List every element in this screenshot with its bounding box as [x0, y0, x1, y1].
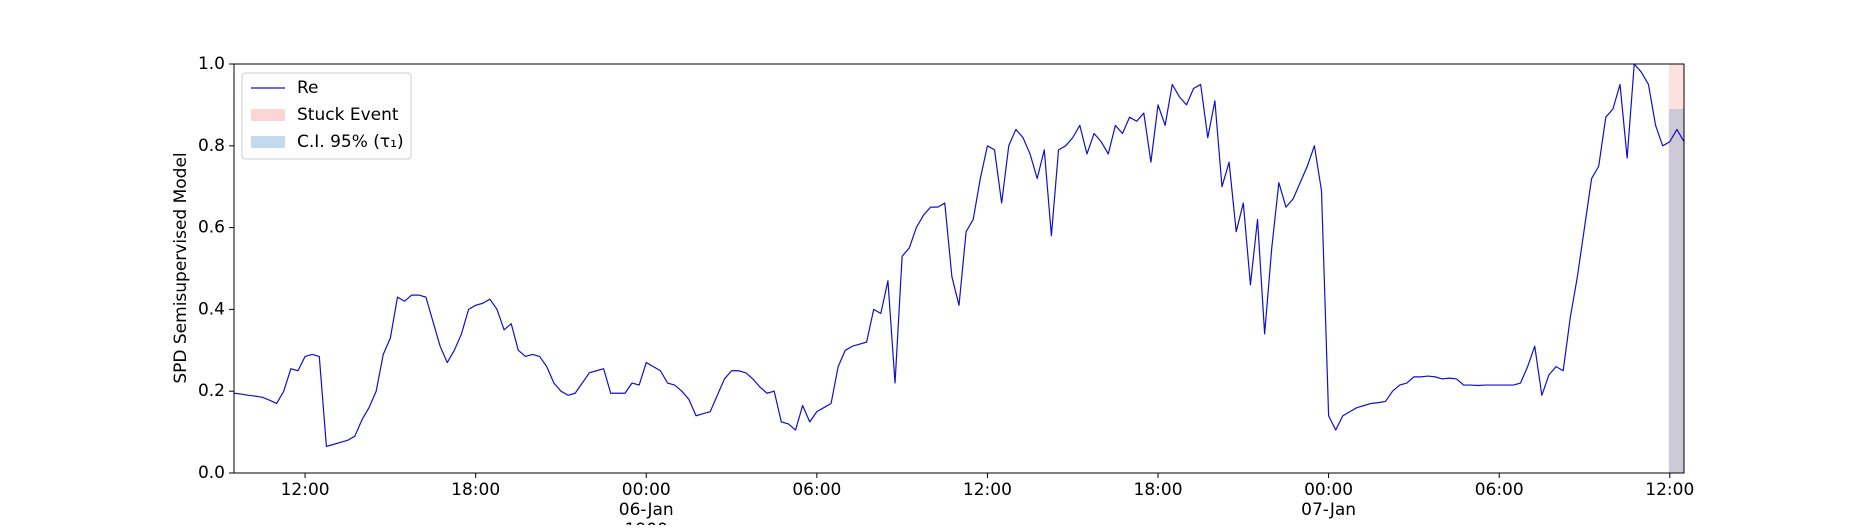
legend-swatch [251, 109, 285, 121]
x-tick-label: 18:00 [1134, 480, 1183, 500]
legend-label: C.I. 95% (τ₁) [297, 132, 404, 152]
legend-swatch [251, 136, 285, 148]
x-tick-label: 12:00 [963, 480, 1012, 500]
legend: Re Stuck Event C.I. 95% (τ₁) [241, 72, 412, 160]
span [1668, 64, 1684, 473]
x-tick-label: 12:00 [281, 480, 330, 500]
legend-label: Re [297, 78, 319, 98]
x-tick-label: 06:00 [792, 480, 841, 500]
x-tick-label: 12:00 [1645, 480, 1694, 500]
legend-label: Stuck Event [297, 105, 399, 125]
y-tick-label: 0.4 [198, 299, 225, 319]
y-tick-label: 0.8 [198, 136, 225, 156]
y-tick-label: 1.0 [198, 54, 225, 74]
legend-frame [241, 72, 412, 160]
y-tick-label: 0.6 [198, 218, 225, 238]
y-axis-label: SPD Semisupervised Model [171, 152, 191, 383]
axes-frame [233, 63, 1685, 474]
y-tick-label: 0.2 [198, 381, 225, 401]
y-tick-label: 0.0 [198, 463, 225, 483]
x-tick-label: 00:00 07-Jan [1301, 480, 1356, 520]
span [1668, 108, 1684, 474]
x-tick-label: 18:00 [451, 480, 500, 500]
x-tick-label: 06:00 [1475, 480, 1524, 500]
data-line [233, 63, 1685, 448]
